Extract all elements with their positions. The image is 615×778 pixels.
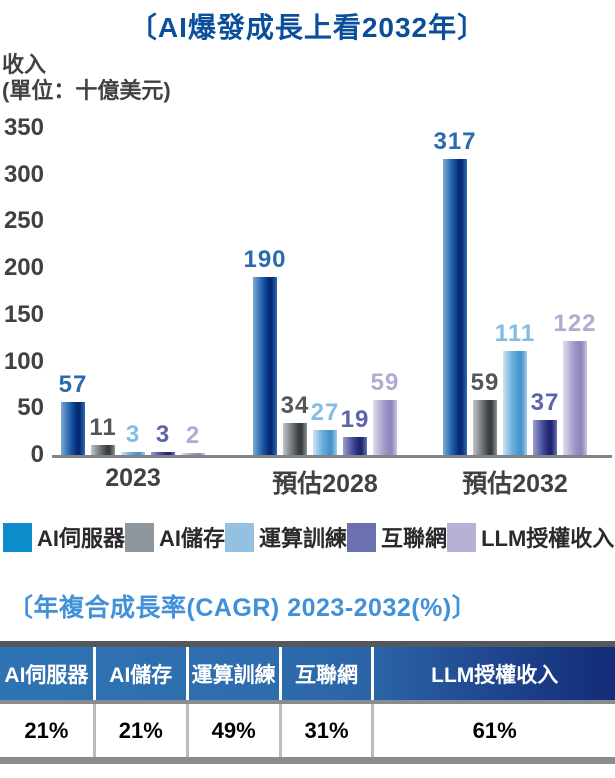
bar-互聯網: [533, 420, 557, 455]
cagr-value-cell: 21%: [24, 717, 69, 743]
bar-LLM授權收入: [373, 400, 397, 455]
bar-value-label: 27: [310, 399, 340, 426]
cagr-table-divider: [0, 700, 615, 704]
legend-swatch-icon: [125, 522, 155, 552]
bar-group-預估2028: 190 34 27 19 59: [243, 128, 400, 455]
y-axis-tick-label: 100: [3, 347, 44, 375]
y-axis-caption: 收入 (單位：十億美元): [2, 52, 171, 104]
bar-運算訓練: [503, 351, 527, 455]
bar-LLM授權收入: [181, 453, 205, 455]
legend-swatch-icon: [3, 522, 32, 552]
cagr-table-top-strip: [0, 641, 615, 647]
bar-value-label: 19: [340, 406, 370, 433]
y-axis-tick-label: 50: [17, 394, 44, 422]
bar-value-label: 37: [530, 389, 560, 416]
cagr-header-cell-LLM授權收入: LLM授權收入: [371, 647, 615, 700]
cagr-table-values-row: 21% 21% 49% 31% 61%: [0, 704, 615, 757]
y-axis-caption-line1: 收入: [2, 52, 47, 77]
legend-swatch-icon: [347, 522, 377, 552]
cagr-header-cell-運算訓練: 運算訓練: [185, 647, 279, 700]
legend-item-AI儲存: AI儲存: [125, 521, 225, 553]
bar-wrap: 19: [340, 128, 370, 455]
bar-wrap: 27: [310, 128, 340, 455]
y-axis-tick-label: 350: [3, 114, 44, 141]
legend-item-運算訓練: 運算訓練: [225, 521, 347, 553]
legend-label: 互聯網: [381, 526, 448, 551]
bar-value-label: 59: [370, 369, 400, 396]
bar-互聯網: [151, 452, 175, 455]
bar-wrap: 3: [151, 128, 175, 455]
bar-wrap: 2: [181, 128, 205, 455]
bar-value-label: 3: [155, 421, 171, 448]
legend-label: LLM授權收入: [481, 526, 615, 551]
bar-wrap: 59: [470, 128, 500, 455]
bar-AI伺服器: [61, 402, 85, 455]
x-axis-label-預估2028: 預估2028: [272, 470, 378, 498]
cagr-header-cell-互聯網: 互聯網: [278, 647, 372, 700]
bar-group-2023: 57 11 3 3 2: [58, 128, 205, 455]
bar-wrap: 59: [370, 128, 400, 455]
bar-運算訓練: [313, 430, 337, 455]
bar-value-label: 3: [125, 421, 141, 448]
bar-value-label: 122: [553, 310, 597, 337]
bar-value-label: 34: [280, 392, 310, 419]
bar-value-label: 11: [89, 414, 117, 441]
cagr-header-cell-AI儲存: AI儲存: [92, 647, 186, 700]
bar-AI儲存: [473, 400, 497, 455]
bar-value-label: 190: [243, 246, 287, 273]
bar-AI伺服器: [253, 277, 277, 455]
cagr-table-header-row: AI伺服器 AI儲存 運算訓練 互聯網 LLM授權收入: [0, 647, 615, 700]
cagr-section-title: 〔年複合成長率(CAGR) 2023-2032(%)〕: [8, 594, 478, 622]
legend-label: 運算訓練: [259, 526, 348, 551]
cagr-value-cell: 21%: [92, 704, 186, 757]
chart-legend: AI伺服器 AI儲存 運算訓練 互聯網 LLM授權收入: [3, 521, 614, 553]
bar-wrap: 190: [243, 128, 286, 455]
y-axis-tick-label: 250: [3, 207, 44, 235]
bar-group-預估2032: 317 59 111 37 122: [433, 128, 596, 455]
legend-label: AI儲存: [159, 526, 226, 551]
legend-swatch-icon: [225, 522, 255, 552]
bar-wrap: 11: [89, 128, 117, 455]
legend-swatch-icon: [447, 522, 477, 552]
bar-chart-plot-area: 0 50 100 150 200 250 300 350 57 11 3 3 2 190 34 27 19 59 3…: [4, 115, 612, 468]
cagr-header-cell-AI伺服器: AI伺服器: [4, 663, 89, 687]
bar-value-label: 2: [185, 422, 201, 449]
bar-互聯網: [343, 437, 367, 455]
y-axis-tick-label: 0: [30, 441, 44, 468]
cagr-table: AI伺服器 AI儲存 運算訓練 互聯網 LLM授權收入 21% 21% 49% 31% 61%: [0, 641, 615, 764]
legend-label: AI伺服器: [37, 526, 126, 551]
cagr-value-cell: 49%: [185, 704, 279, 757]
bar-運算訓練: [121, 452, 145, 455]
bar-wrap: 57: [58, 128, 88, 455]
bar-AI儲存: [283, 423, 307, 455]
legend-item-AI伺服器: AI伺服器: [3, 521, 125, 553]
y-axis-tick-label: 150: [3, 300, 44, 328]
y-axis-tick-label: 300: [3, 160, 44, 188]
bar-wrap: 317: [433, 128, 476, 455]
bar-wrap: 111: [495, 128, 534, 455]
bar-value-label: 317: [433, 128, 477, 155]
chart-title: 〔AI爆發成長上看2032年〕: [128, 12, 487, 43]
bar-wrap: 37: [530, 128, 560, 455]
bar-wrap: 3: [121, 128, 145, 455]
bar-wrap: 34: [280, 128, 310, 455]
cagr-value-cell: 31%: [278, 704, 372, 757]
x-axis-label-預估2032: 預估2032: [462, 470, 568, 498]
bar-value-label: 111: [494, 320, 536, 347]
bar-value-label: 59: [470, 369, 500, 396]
x-axis-label-2023: 2023: [105, 464, 161, 492]
bar-LLM授權收入: [563, 341, 587, 455]
legend-item-互聯網: 互聯網: [347, 521, 447, 553]
bar-value-label: 57: [58, 371, 88, 398]
y-axis-tick-label: 200: [3, 254, 44, 282]
legend-item-LLM授權收入: LLM授權收入: [447, 521, 614, 553]
cagr-value-cell: 61%: [371, 704, 615, 757]
bar-wrap: 122: [553, 128, 596, 455]
bar-AI儲存: [91, 445, 115, 455]
bar-AI伺服器: [443, 159, 467, 455]
y-axis-caption-line2: (單位：十億美元): [2, 77, 171, 103]
cagr-table-bottom-strip: [0, 757, 615, 764]
